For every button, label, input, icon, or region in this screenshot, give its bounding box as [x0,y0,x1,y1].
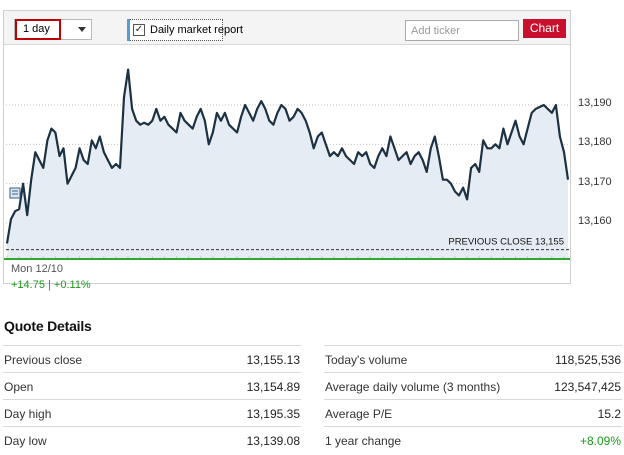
quote-value: 13,195.35 [246,407,300,421]
report-accent-bar [127,19,130,41]
quote-value: 123,547,425 [554,380,621,394]
table-row: Today's volume 118,525,536 [324,345,622,372]
chart-button[interactable]: Chart [523,19,566,38]
price-chart: PREVIOUS CLOSE 13,155 [4,68,570,260]
table-row: Day low 13,139.08 [3,426,301,453]
table-row: Previous close 13,155.13 [3,345,301,372]
time-range-value[interactable]: 1 day [15,19,61,40]
chevron-down-icon[interactable] [78,27,86,32]
quote-details-right-table: Today's volume 118,525,536 Average daily… [324,345,622,453]
table-row: 1 year change +8.09% [324,426,622,453]
price-line [5,68,570,244]
previous-close-label: PREVIOUS CLOSE 13,155 [448,237,564,248]
quote-label: Day high [4,407,52,421]
add-ticker-input[interactable] [405,20,519,41]
quote-value: 13,154.89 [246,380,300,394]
quote-label: Previous close [4,353,83,367]
daily-market-report-toggle[interactable]: ✓ Daily market report [127,19,243,41]
price-change-label: +14.75 | +0.11% [11,279,91,291]
stock-chart-panel: 1 day ✓ Daily market report Chart PREVIO… [3,10,571,291]
daily-market-report-checkbox[interactable]: ✓ [133,24,145,36]
table-row: Average daily volume (3 months) 123,547,… [324,372,622,399]
time-range-select[interactable]: 1 day [14,19,92,40]
y-axis-tick-label: 13,180 [578,136,612,149]
quote-label: Day low [4,434,47,448]
table-row: Average P/E 15.2 [324,399,622,426]
quote-value: 15.2 [597,407,621,421]
y-axis-tick-label: 13,190 [578,97,612,109]
y-axis-tick-label: 13,160 [578,215,612,227]
quote-value: 13,139.08 [246,434,300,448]
news-marker-icon [9,187,21,199]
table-row: Day high 13,195.35 [3,399,301,426]
quote-details-left-table: Previous close 13,155.13 Open 13,154.89 … [3,345,301,453]
quote-label: Average P/E [325,407,393,421]
price-area-fill [7,69,568,259]
quote-details-title: Quote Details [4,318,92,334]
chart-toolbar: 1 day ✓ Daily market report Chart [4,11,570,45]
quote-value: 118,525,536 [555,353,621,367]
quote-label: Average daily volume (3 months) [325,380,501,394]
table-row: Open 13,154.89 [3,372,301,399]
quote-label: Today's volume [325,353,408,367]
quote-label: 1 year change [325,434,402,448]
quote-value: 13,155.13 [246,353,300,367]
daily-market-report-label[interactable]: Daily market report [150,24,243,36]
chart-date-label: Mon 12/10 [11,263,63,275]
y-axis-tick-label: 13,170 [578,175,612,188]
quote-label: Open [4,380,34,394]
quote-value: +8.09% [579,434,621,448]
